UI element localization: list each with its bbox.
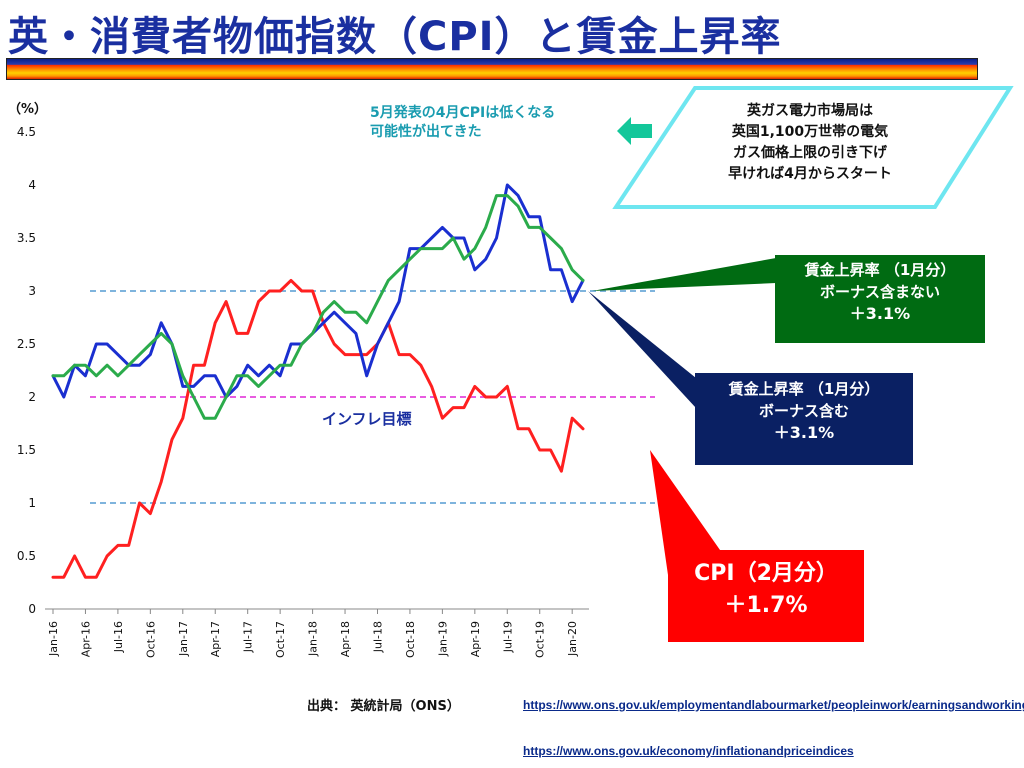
wage-excl-pointer xyxy=(592,258,776,291)
y-tick-label: 1.5 xyxy=(17,443,36,457)
cpi-callout: CPI（2月分） ＋1.7% xyxy=(668,550,864,642)
y-tick-label: 3 xyxy=(28,284,36,298)
x-tick-label: Apr-19 xyxy=(469,621,482,657)
source-credit: 出典： 英統計局（ONS） xyxy=(307,699,460,714)
wage-incl-pointer xyxy=(588,291,696,408)
x-tick-label: Jan-17 xyxy=(177,621,190,657)
note-line-2: 可能性が出てきた xyxy=(370,124,482,140)
x-tick-label: Oct-17 xyxy=(274,621,287,658)
y-tick-label: 3.5 xyxy=(17,231,36,245)
ofgem-line-1: 英ガス電力市場局は xyxy=(747,103,873,119)
y-axis-label: （%） xyxy=(8,101,47,117)
y-tick-label: 2 xyxy=(28,390,36,404)
cpi-callout-value: ＋1.7% xyxy=(724,593,808,618)
wage-excl-bonus-callout: 賃金上昇率 （1月分） ボーナス含まない ＋3.1% xyxy=(775,255,985,343)
cpi-pointer xyxy=(650,450,720,575)
wage-excl-title: 賃金上昇率 （1月分） xyxy=(804,261,956,279)
x-tick-label: Jul-18 xyxy=(371,621,384,653)
inflation-target-label: インフレ目標 xyxy=(322,410,412,428)
y-tick-label: 2.5 xyxy=(17,337,36,351)
y-tick-label: 1 xyxy=(28,496,36,510)
x-tick-label: Jul-19 xyxy=(501,621,514,653)
x-tick-label: Oct-19 xyxy=(534,621,547,658)
x-tick-label: Jan-19 xyxy=(436,621,449,657)
x-tick-label: Jan-20 xyxy=(566,621,579,657)
ofgem-note: 英ガス電力市場局は 英国1,100万世帯の電気 ガス価格上限の引き下げ 早ければ… xyxy=(690,101,930,185)
wage-incl-bonus-callout: 賃金上昇率 （1月分） ボーナス含む ＋3.1% xyxy=(695,373,913,465)
wage-excl-value: ＋3.1% xyxy=(849,304,911,323)
wage-incl-title: 賃金上昇率 （1月分） xyxy=(728,380,880,398)
ons-earnings-link[interactable]: https://www.ons.gov.uk/employmentandlabo… xyxy=(523,698,1024,712)
x-tick-label: Apr-16 xyxy=(79,621,92,657)
x-tick-label: Jul-17 xyxy=(242,621,255,653)
series-line-wage-incl-bonus xyxy=(51,183,585,399)
ofgem-line-4: 早ければ4月からスタート xyxy=(728,166,892,182)
title-underline-bar xyxy=(6,58,978,80)
ofgem-line-2: 英国1,100万世帯の電気 xyxy=(731,124,889,140)
x-tick-label: Jan-18 xyxy=(307,621,320,657)
ofgem-callout-frame xyxy=(612,86,1014,209)
series-line-wage-excl-bonus xyxy=(51,194,585,420)
ofgem-line-3: ガス価格上限の引き下げ xyxy=(733,145,887,161)
x-tick-label: Apr-17 xyxy=(209,621,222,657)
series-line-cpi xyxy=(51,278,585,579)
cpi-outlook-note: 5月発表の4月CPIは低くなる 可能性が出てきた xyxy=(370,104,620,142)
x-tick-label: Oct-16 xyxy=(144,621,157,658)
x-tick-label: Oct-18 xyxy=(404,621,417,658)
cpi-callout-title: CPI（2月分） xyxy=(694,561,838,586)
y-tick-label: 0 xyxy=(28,602,36,616)
wage-incl-value: ＋3.1% xyxy=(773,423,835,442)
page-title: 英・消費者物価指数（CPI）と賃金上昇率 xyxy=(8,14,782,60)
wage-excl-subtitle: ボーナス含まない xyxy=(819,283,940,301)
wage-incl-subtitle: ボーナス含む xyxy=(758,402,849,420)
x-tick-label: Jan-16 xyxy=(47,621,60,657)
y-tick-label: 4 xyxy=(28,178,36,192)
x-tick-label: Jul-16 xyxy=(112,621,125,653)
ons-inflation-link[interactable]: https://www.ons.gov.uk/economy/inflation… xyxy=(523,744,854,758)
x-tick-label: Apr-18 xyxy=(339,621,352,657)
note-line-1: 5月発表の4月CPIは低くなる xyxy=(370,105,556,121)
arrow-icon xyxy=(617,117,652,145)
y-tick-label: 4.5 xyxy=(17,125,36,139)
y-tick-label: 0.5 xyxy=(17,549,36,563)
